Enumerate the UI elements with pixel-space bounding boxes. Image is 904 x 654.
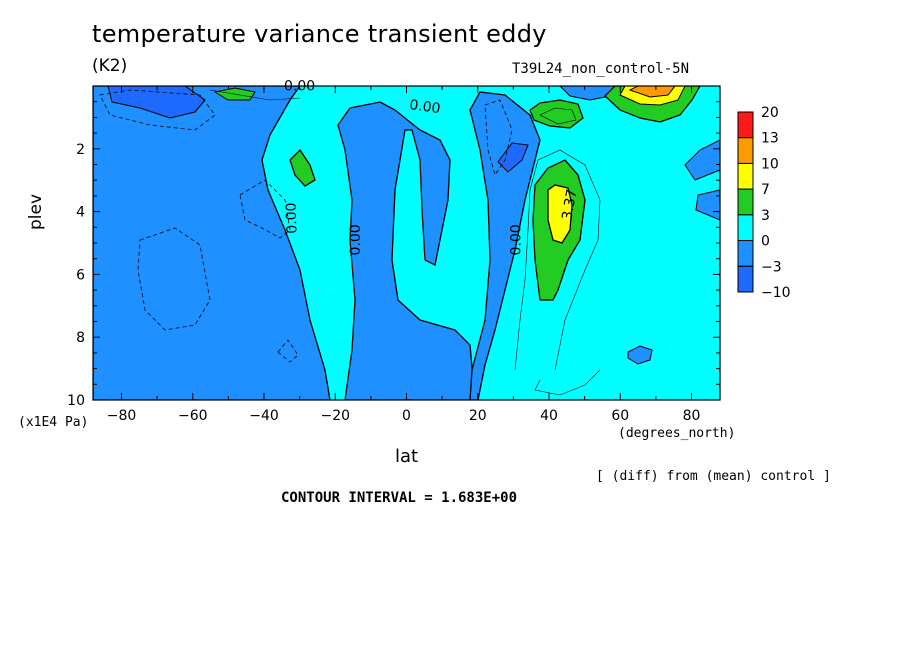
negative-pocket-left: [107, 86, 206, 119]
colorbar-level-label: 3: [761, 208, 770, 224]
y-tick-label: 10: [67, 393, 85, 409]
contour-label: 0.00: [348, 224, 364, 255]
colorbar-swatch: [737, 137, 754, 164]
contour-label: 0.00: [408, 97, 441, 117]
positive-thin-contours: [209, 89, 601, 396]
contour-label: 0.00: [509, 224, 525, 255]
y-ticks: 2 4 6 8 10: [67, 101, 720, 409]
contour-label: 0.00: [284, 202, 301, 234]
x-ticks: −80 −60 −40 −20 0 20 40 60 80: [107, 86, 701, 424]
colorbar-level-label: −3: [761, 259, 782, 275]
colorbar-level-label: −10: [761, 285, 791, 301]
negative-region-central: [337, 101, 476, 400]
colorbar-swatch: [737, 111, 754, 139]
negative-region-south: [93, 86, 331, 400]
x-tick-label: 40: [540, 408, 558, 424]
colorbar-swatch: [737, 240, 754, 267]
x-axis-unit: (degrees_north): [618, 426, 736, 441]
colorbar: 20 13 10 7 3 0 −3 −10: [737, 105, 791, 301]
contour-label: 0.00: [284, 79, 315, 95]
contour-interval: CONTOUR INTERVAL = 1.683E+00: [281, 490, 518, 506]
x-tick-label: −60: [178, 408, 208, 424]
contour-field: [93, 86, 720, 400]
x-tick-label: −40: [249, 408, 279, 424]
colorbar-swatch: [737, 188, 754, 216]
colorbar-level-label: 13: [761, 131, 779, 147]
x-tick-label: 20: [469, 408, 487, 424]
colorbar-level-label: 0: [761, 234, 770, 250]
y-tick-label: 2: [76, 142, 85, 158]
chart-title: temperature variance transient eddy: [92, 20, 547, 48]
negative-region-mid: [469, 91, 541, 400]
y-tick-label: 8: [76, 330, 85, 346]
y-tick-label: 6: [76, 267, 85, 283]
x-tick-label: −20: [320, 408, 350, 424]
negative-right-edge-2: [695, 189, 720, 221]
x-tick-label: 60: [611, 408, 629, 424]
peak-orange-top: [628, 86, 676, 98]
colorbar-swatch: [737, 214, 754, 242]
negative-top-right: [559, 86, 616, 101]
chart-units: (K2): [92, 56, 128, 76]
contour-labels: 0.00 0.00 0.00 0.00 0.00 3.37: [284, 79, 581, 256]
negative-right-edge-3: [627, 345, 653, 365]
colorbar-level-label: 7: [761, 182, 770, 198]
diff-note: [ (diff) from (mean) control ]: [596, 469, 831, 484]
x-tick-label: 80: [683, 408, 701, 424]
y-axis-unit: (x1E4 Pa): [18, 415, 89, 430]
contour-label: 3.37: [559, 188, 580, 221]
colorbar-level-label: 20: [761, 105, 779, 121]
negative-pocket-mid: [497, 142, 529, 173]
x-tick-label: 0: [402, 408, 411, 424]
negative-right-edge-1: [684, 139, 720, 181]
colorbar-swatch: [737, 265, 754, 293]
run-label: T39L24_non_control-5N: [512, 61, 690, 77]
positive-pocket-south: [289, 148, 316, 187]
peak-yellow-north: [547, 184, 573, 244]
negative-dashed-contours: [99, 89, 513, 363]
x-tick-label: −80: [107, 408, 137, 424]
positive-upper-north: [529, 99, 584, 129]
colorbar-swatch: [737, 162, 754, 190]
colorbar-level-label: 10: [761, 156, 779, 172]
y-tick-label: 4: [76, 205, 85, 221]
x-axis-label: lat: [395, 446, 419, 467]
